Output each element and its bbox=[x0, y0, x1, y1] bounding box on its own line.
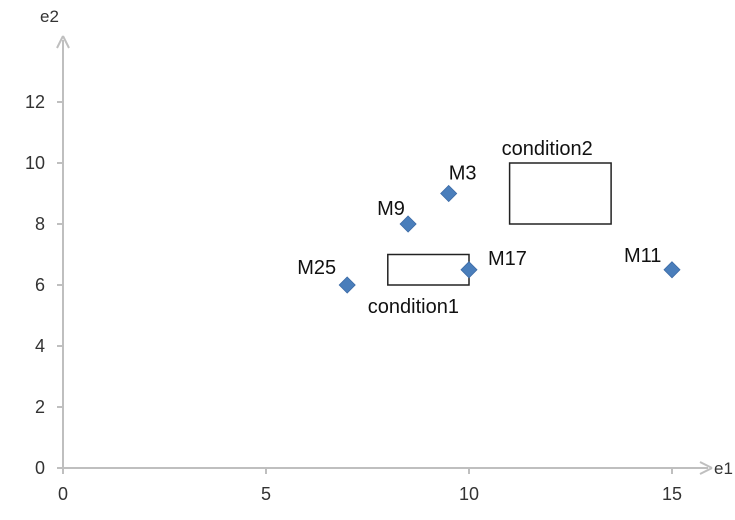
x-tick-label: 0 bbox=[58, 484, 68, 504]
region-label-condition2: condition2 bbox=[502, 138, 593, 160]
point-label-M17: M17 bbox=[488, 248, 527, 270]
x-tick-label: 15 bbox=[662, 484, 682, 504]
axes: 0 5 10 15 0 2 4 6 8 10 12 e1 e2 bbox=[25, 7, 733, 504]
data-point-M25 bbox=[338, 276, 356, 294]
x-axis-label: e1 bbox=[714, 459, 733, 478]
y-axis-arrow bbox=[56, 35, 70, 49]
x-tick-label: 10 bbox=[459, 484, 479, 504]
y-tick-label: 2 bbox=[35, 397, 45, 417]
x-tick-label: 5 bbox=[261, 484, 271, 504]
x-axis-arrow bbox=[699, 461, 713, 475]
y-tick-label: 6 bbox=[35, 275, 45, 295]
data-point-M3 bbox=[440, 184, 458, 203]
point-label-M3: M3 bbox=[449, 163, 477, 185]
point-label-M9: M9 bbox=[377, 198, 405, 220]
point-label-M11: M11 bbox=[624, 245, 661, 267]
region-condition1 bbox=[387, 253, 470, 286]
data-point-M17 bbox=[460, 261, 478, 279]
y-tick-label: 12 bbox=[25, 92, 45, 112]
region-label-condition1: condition1 bbox=[368, 296, 459, 318]
condition-regions: condition1 condition2 bbox=[368, 138, 612, 318]
y-tick-label: 10 bbox=[25, 153, 45, 173]
y-tick-label: 8 bbox=[35, 214, 45, 234]
region-condition2 bbox=[508, 162, 612, 225]
data-point-M11 bbox=[663, 261, 681, 279]
point-label-M25: M25 bbox=[297, 257, 336, 279]
data-points: M3 M9 M25 M17 M11 bbox=[297, 163, 681, 294]
y-axis-label: e2 bbox=[40, 7, 59, 26]
data-point-M9 bbox=[399, 215, 417, 233]
y-tick-label: 0 bbox=[35, 458, 45, 478]
y-tick-label: 4 bbox=[35, 336, 45, 356]
